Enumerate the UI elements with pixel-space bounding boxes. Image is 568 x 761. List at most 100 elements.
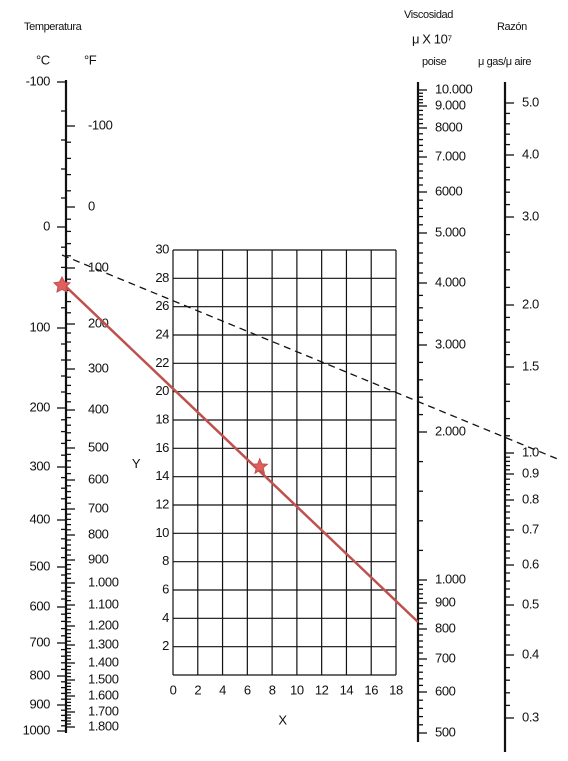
scale-label: 1.000	[435, 571, 466, 586]
scale-label: 200	[30, 399, 51, 414]
x-tick-label: 4	[219, 682, 226, 697]
scale-label: 5.000	[435, 224, 466, 239]
celsius-unit: °C	[36, 52, 50, 67]
scale-label: 6000	[435, 183, 462, 198]
dashed-guide-line	[61, 254, 561, 461]
scale-label: 0.6	[522, 556, 539, 571]
scale-label: 0	[88, 198, 95, 213]
y-tick-label: 2	[162, 638, 169, 653]
scale-label: 7.000	[435, 148, 466, 163]
scale-label: 700	[88, 500, 109, 515]
scale-label: 2.0	[522, 296, 539, 311]
ratio-unit: μ gas/μ aire	[478, 56, 531, 68]
y-tick-label: 8	[162, 553, 169, 568]
marked-point	[250, 457, 269, 475]
y-tick-label: 24	[155, 326, 169, 341]
y-tick-label: 10	[155, 525, 169, 540]
scale-label: 0.4	[522, 646, 539, 661]
scale-label: 0.9	[522, 465, 539, 480]
y-tick-label: 28	[155, 270, 169, 285]
red-guide-line	[59, 280, 419, 623]
scale-label: 600	[435, 683, 456, 698]
scale-label: 3.0	[522, 208, 539, 223]
scale-label: 1.000	[88, 574, 119, 589]
fahrenheit-unit: °F	[84, 52, 97, 67]
y-tick-label: 18	[155, 411, 169, 426]
scale-label: 1.800	[88, 718, 119, 733]
scale-label: 700	[30, 634, 51, 649]
scale-label: 0	[43, 218, 50, 233]
scale-label: 1.100	[88, 596, 119, 611]
scale-label: -100	[88, 117, 113, 132]
y-tick-label: 22	[155, 355, 169, 370]
scale-label: 2.000	[435, 423, 466, 438]
x-tick-label: 10	[290, 682, 304, 697]
scale-label: -100	[26, 73, 51, 88]
ratio-title: Razón	[497, 21, 527, 33]
scale-label: 800	[88, 526, 109, 541]
x-tick-label: 14	[340, 682, 354, 697]
temperature-title: Temperatura	[24, 21, 83, 33]
scale-label: 1.400	[88, 654, 119, 669]
x-tick-label: 0	[170, 682, 177, 697]
scale-label: 100	[30, 319, 51, 334]
y-tick-label: 6	[162, 581, 169, 596]
scale-label: 100	[88, 259, 109, 274]
scale-label: 4.000	[435, 274, 466, 289]
scale-label: 500	[435, 724, 456, 739]
y-tick-label: 20	[155, 383, 169, 398]
scale-label: 300	[30, 458, 51, 473]
x-tick-label: 2	[194, 682, 201, 697]
scale-label: 500	[30, 558, 51, 573]
scale-label: 0.3	[522, 709, 539, 724]
scale-label: 1.0	[522, 444, 539, 459]
scale-label: 600	[88, 471, 109, 486]
x-tick-label: 18	[389, 682, 403, 697]
scale-label: 9.000	[435, 97, 466, 112]
scale-label: 800	[435, 620, 456, 635]
x-tick-label: 6	[244, 682, 251, 697]
y-tick-label: 14	[155, 468, 169, 483]
scale-label: 1.200	[88, 617, 119, 632]
scale-label: 4.0	[522, 146, 539, 161]
y-axis-label: Y	[132, 456, 141, 471]
scale-label: 700	[435, 650, 456, 665]
scale-label: 900	[30, 696, 51, 711]
scale-label: 600	[30, 598, 51, 613]
scale-label: 1.5	[522, 358, 539, 373]
viscosity-unit-poise: poise	[422, 56, 447, 68]
scale-label: 500	[88, 439, 109, 454]
y-tick-label: 4	[162, 610, 169, 625]
viscosity-unit: μ X 10⁷	[412, 31, 452, 46]
scales: -10001002003004005006007008009001000-100…	[23, 73, 539, 752]
scale-label: 900	[435, 594, 456, 609]
scale-label: 800	[30, 667, 51, 682]
scale-label: 1000	[23, 722, 50, 737]
scale-label: 0.8	[522, 491, 539, 506]
scale-label: 1.300	[88, 636, 119, 651]
y-tick-label: 16	[155, 440, 169, 455]
y-tick-label: 12	[155, 496, 169, 511]
scale-label: 900	[88, 551, 109, 566]
x-tick-label: 8	[269, 682, 276, 697]
y-tick-label: 26	[155, 298, 169, 313]
star-marker	[52, 275, 72, 293]
x-tick-label: 12	[315, 682, 329, 697]
y-tick-label: 30	[155, 241, 169, 256]
scale-label: 0.5	[522, 596, 539, 611]
scale-label: 400	[30, 511, 51, 526]
scale-label: 1.600	[88, 687, 119, 702]
scale-label: 8000	[435, 119, 462, 134]
viscosity-title: Viscosidad	[404, 9, 453, 21]
scale-label: 10.000	[435, 81, 473, 96]
scale-label: 400	[88, 401, 109, 416]
scale-label: 5.0	[522, 94, 539, 109]
scale-label: 3.000	[435, 336, 466, 351]
scale-label: 0.7	[522, 521, 539, 536]
scale-label: 1.700	[88, 703, 119, 718]
scale-label: 300	[88, 360, 109, 375]
scale-label: 1.500	[88, 671, 119, 686]
scale-label: 200	[88, 315, 109, 330]
x-axis-label: X	[278, 712, 287, 727]
